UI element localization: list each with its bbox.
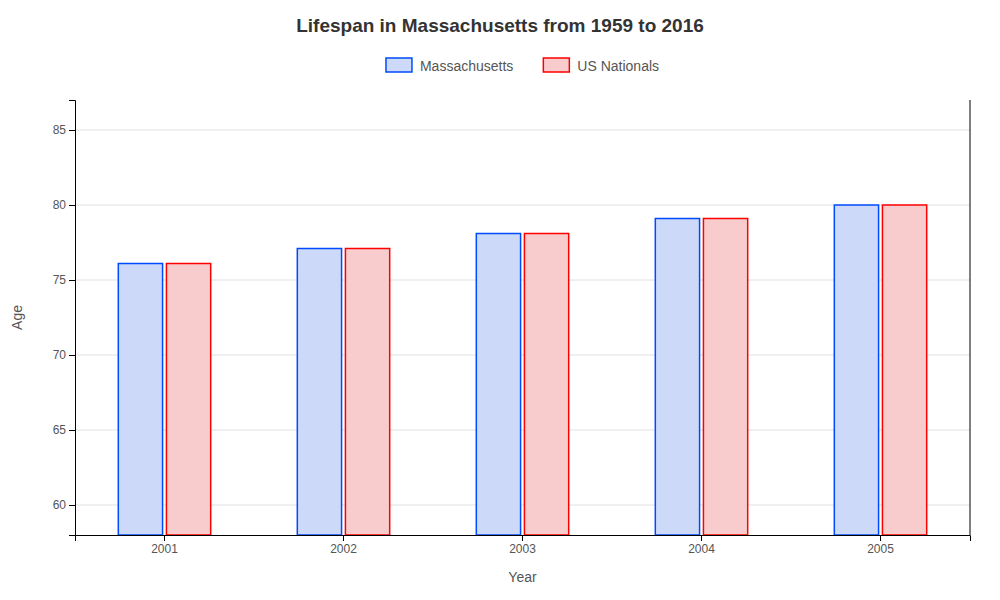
x-tick-mark [522,535,523,541]
bar-series [118,205,878,535]
x-tick: 2003 [509,535,536,556]
y-range-frame [970,100,971,535]
grid-line [75,130,970,131]
x-tick-mark [701,535,702,541]
legend-swatch [386,58,412,72]
x-tick-label: 2001 [151,542,178,556]
y-axis-line [69,101,76,536]
y-tick: 85 [53,123,75,137]
bar [524,234,568,536]
legend-label: US Nationals [577,58,659,74]
bar [476,234,520,536]
x-axis: 2001 2002 2003 2004 2005 [76,535,971,556]
chart: 60 65 70 75 80 85 2001 2002 2003 2004 2005 Year Age L… [0,0,1000,600]
x-tick-mark [880,535,881,541]
legend-label: Massachusetts [420,58,513,74]
x-tick: 2001 [151,535,178,556]
legend: Massachusetts US Nationals [386,58,659,74]
bar [166,264,210,536]
legend-swatch [543,58,569,72]
x-tick-label: 2005 [867,542,894,556]
bar-series [166,205,926,535]
y-tick-mark [69,355,75,356]
x-tick: 2004 [688,535,715,556]
y-axis-title: Age [9,305,25,330]
y-tick-mark [69,430,75,431]
y-tick-label: 70 [53,348,67,362]
bar [345,249,389,536]
y-axis: 60 65 70 75 80 85 [53,101,76,536]
y-tick-label: 85 [53,123,67,137]
y-tick-mark [69,130,75,131]
legend-item: Massachusetts [386,58,513,74]
bar [834,205,878,535]
y-tick: 65 [53,423,75,437]
x-axis-title: Year [508,569,537,585]
bar [703,219,747,536]
x-axis-line [76,536,971,542]
x-tick-label: 2002 [330,542,357,556]
y-tick-label: 65 [53,423,67,437]
chart-title: Lifespan in Massachusetts from 1959 to 2… [296,15,704,36]
y-tick: 60 [53,498,75,512]
y-tick-label: 75 [53,273,67,287]
y-tick-label: 60 [53,498,67,512]
y-tick-mark [69,280,75,281]
bars [118,205,926,535]
y-tick-mark [69,505,75,506]
x-tick-label: 2003 [509,542,536,556]
bar [882,205,926,535]
legend-item: US Nationals [543,58,659,74]
x-tick-mark [164,535,165,541]
y-tick: 75 [53,273,75,287]
y-tick-mark [69,205,75,206]
y-tick: 70 [53,348,75,362]
x-tick: 2005 [867,535,894,556]
bar [655,219,699,536]
plot-area: 60 65 70 75 80 85 2001 2002 2003 2004 2005 [53,100,971,556]
x-tick-label: 2004 [688,542,715,556]
x-tick: 2002 [330,535,357,556]
y-tick: 80 [53,198,75,212]
bar [297,249,341,536]
y-tick-label: 80 [53,198,67,212]
bar [118,264,162,536]
x-tick-mark [343,535,344,541]
